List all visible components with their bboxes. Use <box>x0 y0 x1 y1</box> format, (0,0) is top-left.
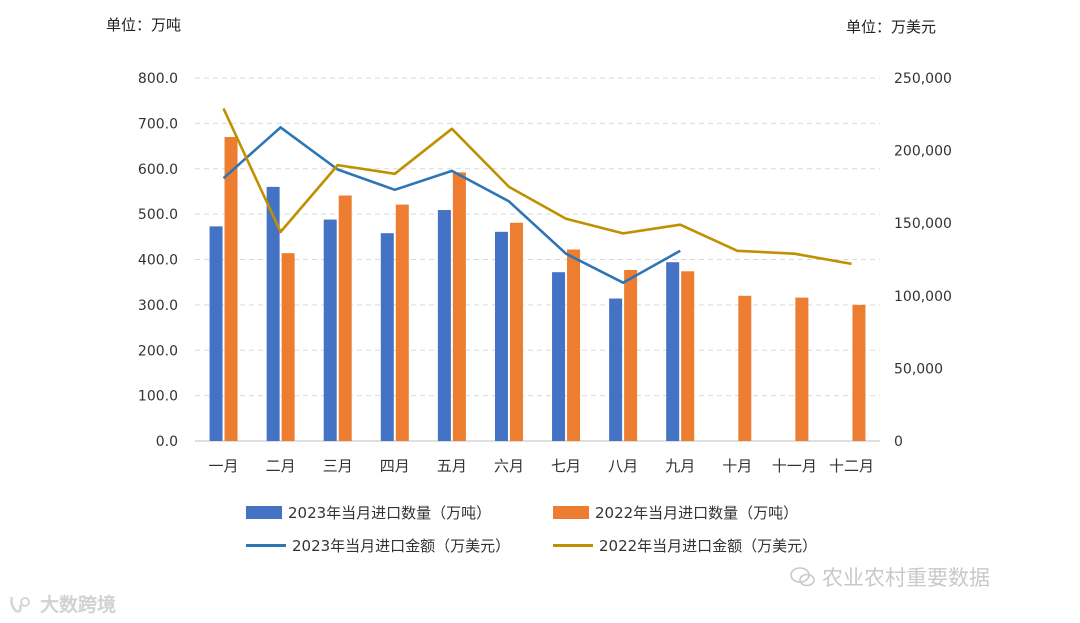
category-label: 二月 <box>266 457 296 475</box>
left-tick-label: 500.0 <box>138 207 178 223</box>
bar <box>567 249 581 441</box>
line-series <box>222 107 852 285</box>
bar <box>323 219 337 441</box>
bar <box>624 269 638 441</box>
legend-swatch <box>246 506 282 519</box>
right-axis-unit: 单位：万美元 <box>846 18 937 36</box>
legend-2022-amount: 2022年当月进口金额（万美元） <box>553 535 817 556</box>
bar <box>552 272 566 441</box>
watermark-left-text: 大数跨境 <box>40 594 117 616</box>
right-tick-label: 0 <box>894 434 903 450</box>
category-label: 十月 <box>722 457 752 475</box>
left-tick-label: 400.0 <box>138 253 178 269</box>
bar <box>437 210 451 441</box>
legend-label: 2022年当月进口金额（万美元） <box>599 537 818 555</box>
bar <box>209 226 223 441</box>
legend-swatch <box>246 544 286 547</box>
left-axis-ticks: 0.0 100.0 200.0 300.0 400.0 500.0 600.0 700.0 80… <box>138 71 178 450</box>
legend-2022-quantity: 2022年当月进口数量（万吨） <box>553 502 798 523</box>
bar-series <box>209 136 866 442</box>
right-tick-label: 50,000 <box>894 361 943 377</box>
bar <box>852 304 866 441</box>
watermark-left: 大数跨境 <box>8 590 116 617</box>
right-tick-label: 100,000 <box>894 289 952 305</box>
left-tick-label: 0.0 <box>156 434 178 450</box>
right-tick-label: 200,000 <box>894 144 952 160</box>
category-label: 一月 <box>209 457 239 475</box>
bar <box>452 172 466 441</box>
left-tick-label: 100.0 <box>138 389 178 405</box>
gridlines <box>195 77 880 442</box>
bar <box>666 262 680 441</box>
bar <box>281 253 295 441</box>
legend-swatch <box>553 544 593 547</box>
right-tick-label: 150,000 <box>894 216 952 232</box>
bar <box>395 204 409 441</box>
left-tick-label: 300.0 <box>138 298 178 314</box>
category-label: 三月 <box>323 457 353 475</box>
category-label: 四月 <box>380 457 410 475</box>
legend-2023-amount: 2023年当月进口金额（万美元） <box>246 535 510 556</box>
right-axis-ticks: 0 50,000 100,000 150,000 200,000 250,000 <box>894 71 952 450</box>
left-tick-label: 700.0 <box>138 116 178 132</box>
right-tick-label: 250,000 <box>894 71 952 87</box>
left-tick-label: 200.0 <box>138 343 178 359</box>
category-label: 五月 <box>437 457 467 475</box>
bar <box>795 297 809 441</box>
bar <box>681 271 695 441</box>
category-label: 十一月 <box>772 457 817 475</box>
wechat-icon <box>790 567 815 587</box>
bar <box>224 136 238 442</box>
bar <box>380 233 394 441</box>
legend-label: 2023年当月进口数量（万吨） <box>288 504 492 522</box>
category-label: 七月 <box>551 457 581 475</box>
category-label: 六月 <box>494 457 524 475</box>
bar <box>738 295 752 441</box>
swirl-logo-icon <box>10 596 30 613</box>
left-axis-unit: 单位：万吨 <box>106 16 182 34</box>
legend-2023-quantity: 2023年当月进口数量（万吨） <box>246 502 491 523</box>
legend-label: 2022年当月进口数量（万吨） <box>595 504 799 522</box>
bar <box>609 298 623 441</box>
series-line <box>222 107 852 266</box>
series-line <box>222 126 681 285</box>
category-label: 九月 <box>665 457 695 475</box>
bar <box>266 186 280 441</box>
category-label: 十二月 <box>829 457 874 475</box>
left-tick-label: 600.0 <box>138 162 178 178</box>
bar <box>494 231 508 441</box>
watermark-right-text: 农业农村重要数据 <box>822 566 990 590</box>
watermark-right: 农业农村重要数据 <box>790 562 990 592</box>
x-axis-ticks: 一月 二月 三月 四月 五月 六月 七月 八月 九月 十月 十一月 十二月 <box>209 457 874 475</box>
bar <box>338 195 352 441</box>
bar <box>509 222 523 441</box>
legend-label: 2023年当月进口金额（万美元） <box>292 537 511 555</box>
legend-swatch <box>553 506 589 519</box>
left-tick-label: 800.0 <box>138 71 178 87</box>
category-label: 八月 <box>608 457 638 475</box>
